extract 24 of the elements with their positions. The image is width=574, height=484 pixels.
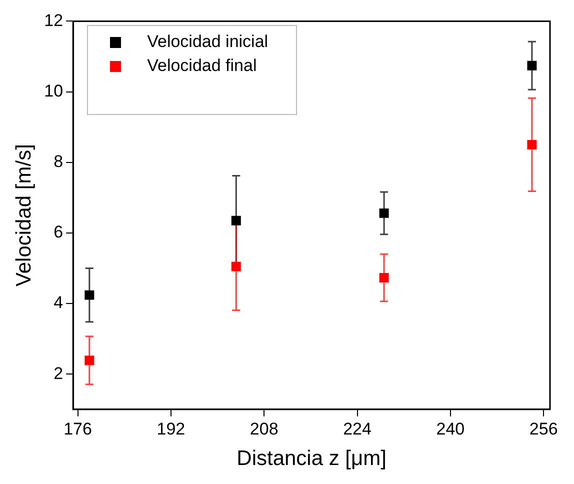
x-tick-label: 176	[64, 419, 92, 438]
y-tick-label: 6	[54, 222, 64, 242]
point	[84, 290, 94, 300]
point	[231, 262, 241, 272]
point	[379, 208, 389, 218]
y-axis-title: Velocidad [m/s]	[12, 144, 36, 287]
x-tick-label: 208	[250, 419, 278, 438]
legend-label: Velocidad inicial	[147, 32, 268, 52]
x-axis-title: Distancia z [μm]	[236, 447, 386, 470]
x-tick-label: 224	[343, 419, 372, 438]
x-tick-label: 256	[529, 419, 558, 438]
point	[379, 273, 389, 283]
x-tick-label: 240	[436, 419, 465, 438]
point	[84, 356, 94, 366]
y-tick-label: 10	[44, 81, 64, 100]
point	[527, 140, 537, 150]
y-tick-label: 2	[54, 364, 64, 383]
point	[527, 60, 537, 70]
y-tick-label: 8	[54, 152, 64, 172]
point	[231, 216, 241, 226]
y-tick-label: 4	[54, 293, 64, 312]
legend-label: Velocidad final	[147, 56, 257, 76]
x-tick-label: 192	[156, 419, 186, 438]
y-tick-label: 12	[44, 10, 64, 30]
